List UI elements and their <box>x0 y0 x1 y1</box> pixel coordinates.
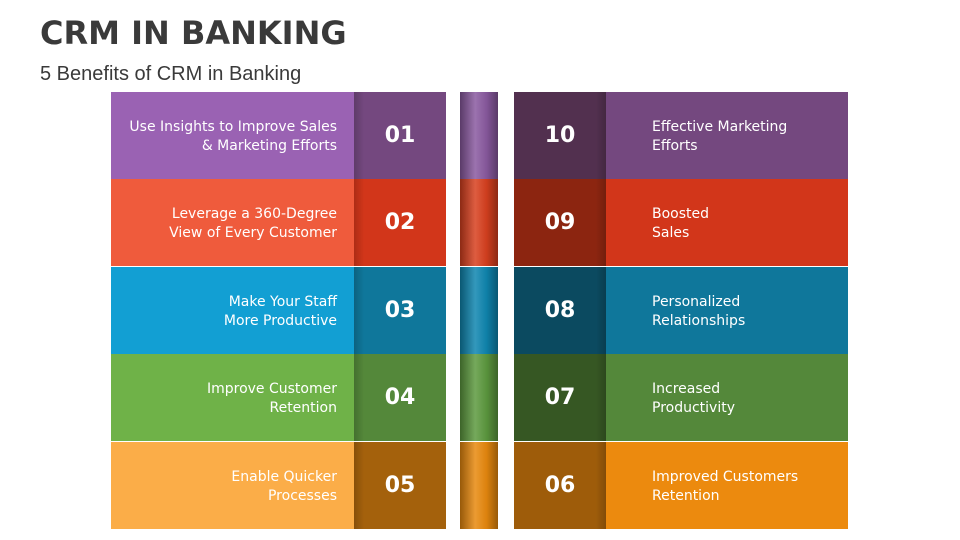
benefit-text-line1: Effective Marketing <box>652 119 788 135</box>
fold-shadow <box>354 267 364 354</box>
fold-shadow <box>596 179 606 266</box>
benefit-number: 08 <box>514 267 606 354</box>
benefit-text-line2: Relationships <box>652 313 746 329</box>
left-benefit-row: Enable Quicker Processes 05 <box>111 442 446 529</box>
left-benefits-panel: Use Insights to Improve Sales & Marketing… <box>111 92 446 529</box>
benefit-number: 04 <box>354 354 446 441</box>
left-benefit-row: Improve Customer Retention 04 <box>111 354 446 441</box>
benefit-text-line1: Make Your Staff <box>228 294 337 310</box>
benefit-number: 10 <box>514 92 606 179</box>
center-spine <box>460 92 498 529</box>
benefit-text-line1: Enable Quicker <box>231 469 337 485</box>
benefit-text-line2: Processes <box>267 488 337 504</box>
benefit-number: 05 <box>354 442 446 529</box>
spine-segment <box>460 354 498 441</box>
fold-shadow <box>354 92 364 179</box>
fold-shadow <box>354 442 364 529</box>
spine-segment <box>460 179 498 266</box>
benefit-text-line1: Personalized <box>652 294 741 310</box>
benefit-label-block: Make Your Staff More Productive <box>111 267 354 354</box>
benefit-label-block: Use Insights to Improve Sales & Marketing… <box>111 92 354 179</box>
benefit-label-block: Improve Customer Retention <box>111 354 354 441</box>
spine-segment <box>460 442 498 529</box>
benefit-number: 06 <box>514 442 606 529</box>
benefit-number: 09 <box>514 179 606 266</box>
benefit-number: 07 <box>514 354 606 441</box>
fold-shadow <box>596 442 606 529</box>
benefit-text-line2: Sales <box>652 225 690 241</box>
benefit-text-line2: Retention <box>269 400 337 416</box>
benefit-text-line2: & Marketing Efforts <box>201 138 337 154</box>
benefit-number: 02 <box>354 179 446 266</box>
spine-segment <box>460 92 498 179</box>
benefit-text-line1: Improved Customers <box>652 469 799 485</box>
right-benefit-row: 07 Increased Productivity <box>514 354 848 441</box>
benefit-text-line1: Use Insights to Improve Sales <box>129 119 337 135</box>
benefit-text-line2: View of Every Customer <box>169 225 337 241</box>
benefit-label-block: Leverage a 360-Degree View of Every Custo… <box>111 179 354 266</box>
fold-shadow <box>354 354 364 441</box>
benefit-label-block: Boosted Sales <box>606 179 848 266</box>
benefit-label-block: Improved Customers Retention <box>606 442 848 529</box>
benefit-label-block: Increased Productivity <box>606 354 848 441</box>
benefit-text-line2: More Productive <box>223 313 337 329</box>
right-benefit-row: 09 Boosted Sales <box>514 179 848 266</box>
fold-shadow <box>596 267 606 354</box>
page-title: CRM IN BANKING <box>40 14 347 52</box>
right-benefit-row: 08 Personalized Relationships <box>514 267 848 354</box>
benefit-text-line1: Leverage a 360-Degree <box>171 206 337 222</box>
fold-shadow <box>354 179 364 266</box>
right-benefits-panel: 10 Effective Marketing Efforts 09 Boosted Sal… <box>514 92 848 529</box>
fold-shadow <box>596 92 606 179</box>
benefit-text-line1: Increased <box>652 381 721 397</box>
right-benefit-row: 10 Effective Marketing Efforts <box>514 92 848 179</box>
benefit-label-block: Personalized Relationships <box>606 267 848 354</box>
spine-segment <box>460 267 498 354</box>
benefit-text-line1: Boosted <box>652 206 710 222</box>
left-benefit-row: Leverage a 360-Degree View of Every Custo… <box>111 179 446 266</box>
benefit-number: 01 <box>354 92 446 179</box>
benefit-text-line2: Productivity <box>652 400 735 416</box>
fold-shadow <box>596 354 606 441</box>
benefit-text-line2: Efforts <box>652 138 698 154</box>
benefit-text-line2: Retention <box>652 488 720 504</box>
left-benefit-row: Use Insights to Improve Sales & Marketing… <box>111 92 446 179</box>
benefit-label-block: Enable Quicker Processes <box>111 442 354 529</box>
benefit-label-block: Effective Marketing Efforts <box>606 92 848 179</box>
page-subtitle: 5 Benefits of CRM in Banking <box>40 63 302 85</box>
right-benefit-row: 06 Improved Customers Retention <box>514 442 848 529</box>
left-benefit-row: Make Your Staff More Productive 03 <box>111 267 446 354</box>
benefit-number: 03 <box>354 267 446 354</box>
benefit-text-line1: Improve Customer <box>206 381 337 397</box>
